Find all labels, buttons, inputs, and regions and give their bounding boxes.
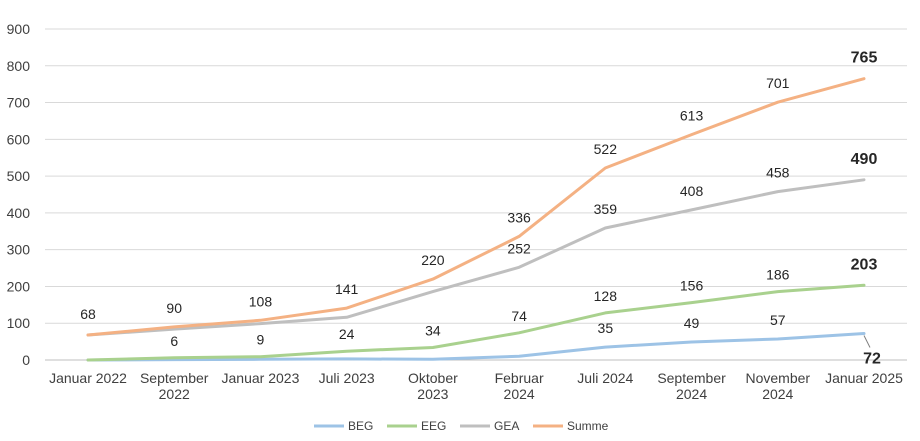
data-label-gea: 490: [851, 151, 878, 168]
legend: BEG EEG GEA Summe: [314, 419, 609, 433]
data-label-eeg: 24: [339, 326, 355, 342]
data-label-gea: 408: [680, 183, 704, 199]
data-label-summe: 522: [594, 141, 618, 157]
y-tick-label: 0: [22, 352, 30, 368]
data-label-eeg: 74: [511, 308, 527, 324]
x-tick-label-line: Januar 2022: [49, 370, 127, 386]
x-tick-label: Juli 2024: [577, 370, 633, 386]
x-tick-label-line: 2024: [762, 386, 793, 402]
legend-label-beg: BEG: [348, 419, 373, 433]
x-tick-label: Juli 2023: [319, 370, 375, 386]
x-tick-label-line: Juli 2024: [577, 370, 633, 386]
y-tick-label: 300: [7, 242, 31, 258]
x-tick-label-line: Oktober: [408, 370, 458, 386]
data-label-eeg: 9: [257, 332, 265, 348]
x-tick-label-line: November: [745, 370, 810, 386]
x-tick-label: Januar 2023: [222, 370, 300, 386]
x-tick-label-line: Februar: [495, 370, 544, 386]
data-label-gea: 458: [766, 165, 790, 181]
series-line-summe: [86, 77, 866, 337]
data-label-eeg: 34: [425, 322, 441, 338]
data-label-gea: 359: [594, 201, 618, 217]
x-tick-label-line: Januar 2025: [825, 370, 903, 386]
data-label-beg: 57: [770, 312, 786, 328]
series-lines: [86, 77, 866, 362]
data-label-summe: 141: [335, 281, 359, 297]
x-tick-label: September 2024: [657, 370, 726, 402]
data-label-eeg: 128: [594, 288, 618, 304]
data-label-summe: 90: [166, 300, 182, 316]
x-tick-label-line: Juli 2023: [319, 370, 375, 386]
x-tick-label: November 2024: [745, 370, 810, 402]
y-tick-label: 600: [7, 131, 31, 147]
data-label-eeg: 203: [851, 256, 878, 273]
legend-label-gea: GEA: [494, 419, 519, 433]
x-tick-label: Januar 2025: [825, 370, 903, 386]
x-tick-label: Oktober 2023: [408, 370, 458, 402]
data-labels: 35 49 57 72 6 9 24 34 74 128 156 186 203 252 359 408 458…: [80, 50, 881, 368]
data-label-beg: 49: [684, 315, 700, 331]
series-line-gea: [86, 178, 866, 337]
data-label-summe: 220: [421, 252, 445, 268]
y-tick-label: 800: [7, 58, 31, 74]
series-line-eeg: [86, 283, 866, 362]
data-label-eeg: 156: [680, 278, 704, 294]
data-label-beg: 72: [863, 351, 881, 368]
x-tick-label-line: 2022: [159, 386, 190, 402]
x-tick-label-line: 2024: [676, 386, 707, 402]
data-label-summe: 336: [507, 209, 531, 225]
y-axis: 0 100 200 300 400 500 600 700 800 900: [7, 21, 31, 368]
x-tick-label: September 2022: [140, 370, 209, 402]
legend-label-summe: Summe: [567, 419, 609, 433]
legend-label-eeg: EEG: [421, 419, 446, 433]
data-label-summe: 765: [851, 50, 878, 67]
y-tick-label: 100: [7, 315, 31, 331]
data-label-gea: 252: [507, 240, 531, 256]
x-tick-label-line: 2024: [504, 386, 535, 402]
data-label-summe: 108: [249, 293, 273, 309]
x-tick-label: Januar 2022: [49, 370, 127, 386]
data-label-summe: 613: [680, 108, 704, 124]
x-tick-label-line: Januar 2023: [222, 370, 300, 386]
y-tick-label: 500: [7, 168, 31, 184]
data-label-eeg: 186: [766, 267, 790, 283]
x-tick-label-line: 2023: [417, 386, 448, 402]
leader-line: [863, 335, 871, 348]
x-tick-label-line: September: [657, 370, 726, 386]
x-tick-label-line: September: [140, 370, 209, 386]
series-line-beg: [86, 332, 866, 362]
y-tick-label: 700: [7, 95, 31, 111]
data-label-summe: 68: [80, 306, 96, 322]
x-tick-label: Februar 2024: [495, 370, 544, 402]
data-label-beg: 35: [598, 320, 614, 336]
gridlines: [45, 28, 907, 361]
data-label-summe: 701: [766, 75, 790, 91]
y-tick-label: 900: [7, 21, 31, 37]
y-tick-label: 400: [7, 205, 31, 221]
y-tick-label: 200: [7, 278, 31, 294]
data-label-eeg: 6: [170, 333, 178, 349]
